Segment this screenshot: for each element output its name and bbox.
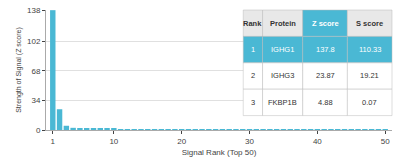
- svg-text:40: 40: [313, 137, 322, 146]
- svg-text:10: 10: [109, 137, 118, 146]
- svg-text:20: 20: [177, 137, 186, 146]
- svg-text:0: 0: [36, 126, 41, 135]
- svg-text:137.8: 137.8: [316, 45, 335, 54]
- svg-text:Rank: Rank: [243, 19, 262, 28]
- svg-text:1: 1: [251, 45, 255, 54]
- svg-text:138: 138: [27, 6, 41, 15]
- svg-text:110.33: 110.33: [359, 45, 381, 54]
- svg-text:IGHG1: IGHG1: [271, 45, 294, 54]
- svg-text:3: 3: [251, 98, 255, 107]
- svg-text:30: 30: [245, 137, 254, 146]
- svg-text:Z score: Z score: [312, 19, 339, 28]
- svg-text:4.88: 4.88: [318, 98, 333, 107]
- svg-text:102: 102: [27, 37, 41, 46]
- svg-text:2: 2: [251, 71, 255, 80]
- svg-text:50: 50: [381, 137, 390, 146]
- svg-text:1: 1: [51, 137, 56, 146]
- svg-text:IGHG3: IGHG3: [271, 71, 294, 80]
- svg-text:Protein: Protein: [270, 19, 296, 28]
- svg-text:19.21: 19.21: [360, 71, 379, 80]
- svg-text:S score: S score: [356, 19, 383, 28]
- svg-text:0.07: 0.07: [362, 98, 377, 107]
- svg-text:FKBP1B: FKBP1B: [268, 98, 297, 107]
- svg-text:34: 34: [31, 96, 40, 105]
- svg-text:23.87: 23.87: [316, 71, 335, 80]
- svg-text:68: 68: [31, 67, 40, 76]
- svg-text:Signal Rank (Top 50): Signal Rank (Top 50): [182, 148, 257, 157]
- svg-text:Strength of Signal (Z score): Strength of Signal (Z score): [15, 27, 23, 113]
